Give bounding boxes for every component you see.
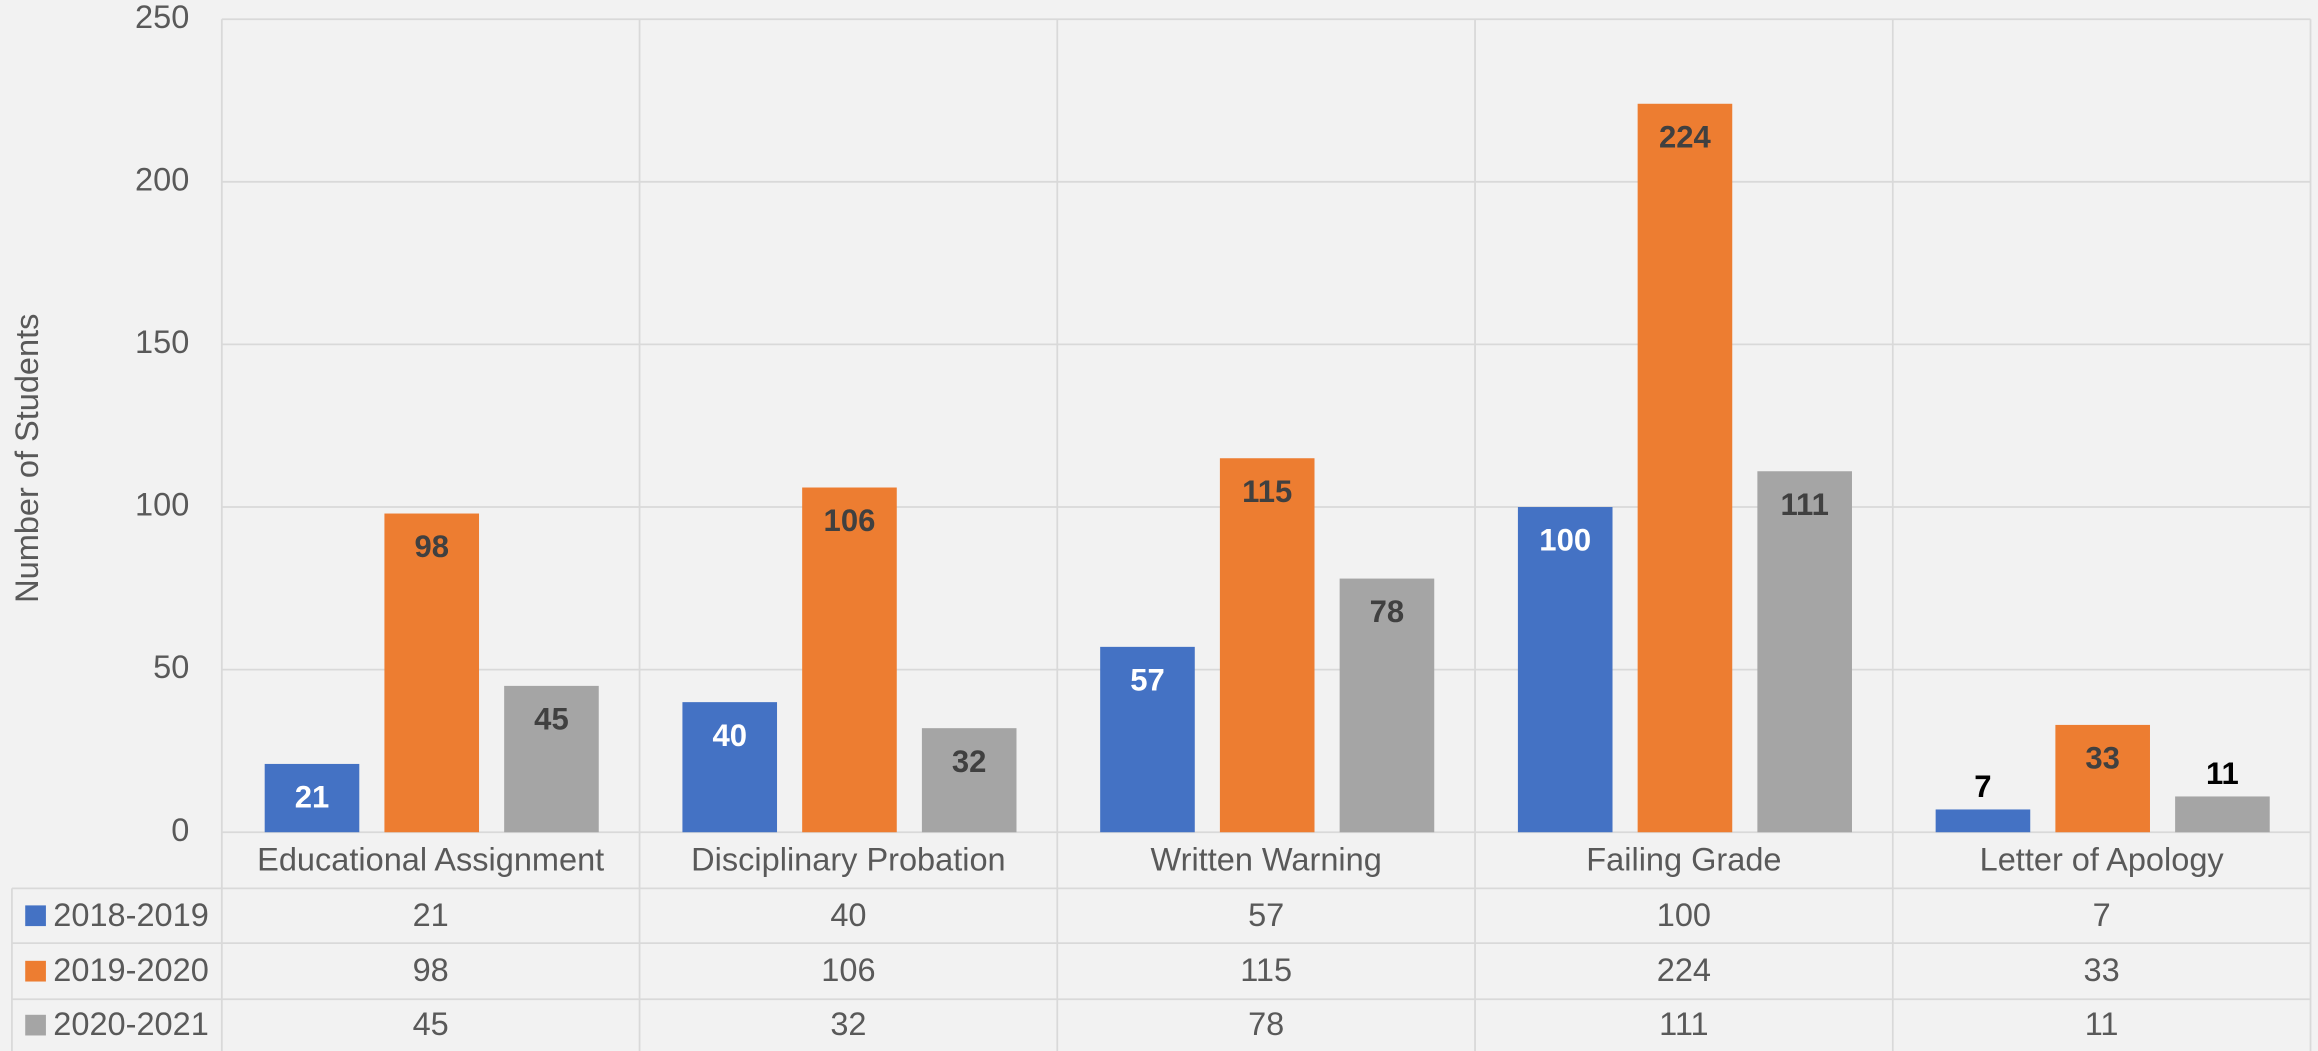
data-label: 100 (1539, 523, 1591, 558)
bar (264, 763, 360, 833)
y-tick-label: 0 (171, 812, 189, 848)
bar (1517, 507, 1613, 833)
table-cell: 224 (1657, 952, 1711, 988)
table-cell: 7 (2093, 897, 2111, 933)
x-tick-label: Letter of Apology (1980, 841, 2225, 877)
y-axis-label: Number of Students (9, 314, 45, 603)
bar (1219, 458, 1315, 833)
x-tick-label: Written Warning (1151, 841, 1382, 877)
data-label: 7 (1974, 769, 1991, 804)
table-cell: 11 (2085, 1006, 2119, 1042)
data-label: 106 (824, 503, 876, 538)
table-cell: 100 (1657, 897, 1711, 933)
data-label: 78 (1370, 594, 1405, 629)
bar (682, 702, 778, 833)
x-tick-label: Failing Grade (1586, 841, 1781, 877)
bar (1637, 103, 1733, 833)
data-label: 33 (2085, 741, 2120, 776)
bar (2175, 796, 2270, 833)
bar (504, 685, 599, 833)
data-label: 21 (295, 780, 330, 815)
data-label: 40 (712, 718, 747, 753)
data-label: 45 (534, 702, 569, 737)
data-label: 32 (952, 744, 987, 779)
bar (1935, 809, 2031, 833)
table-cell: 78 (1248, 1006, 1284, 1042)
data-label: 115 (1242, 474, 1292, 509)
y-tick-label: 50 (153, 649, 189, 685)
table-cell: 106 (821, 952, 875, 988)
bar (802, 487, 897, 833)
y-tick-label: 100 (135, 487, 189, 523)
table-cell: 21 (413, 897, 449, 933)
legend-swatch (25, 905, 46, 927)
legend-label: 2019-2020 (53, 952, 209, 988)
table-cell: 115 (1240, 952, 1292, 988)
x-tick-label: Disciplinary Probation (691, 841, 1005, 877)
y-tick-label: 150 (135, 324, 189, 360)
bar (1100, 646, 1195, 833)
legend-swatch (25, 960, 46, 982)
data-label: 111 (1780, 487, 1828, 522)
bar (1339, 578, 1435, 833)
legend-label: 2020-2021 (53, 1006, 209, 1042)
bar (384, 513, 480, 833)
table-cell: 32 (830, 1006, 866, 1042)
legend-label: 2018-2019 (53, 897, 209, 933)
bar (921, 728, 1017, 833)
x-tick-label: Educational Assignment (257, 841, 604, 877)
bar (1757, 471, 1852, 833)
table-cell: 40 (830, 897, 866, 933)
table-cell: 111 (1659, 1006, 1708, 1042)
data-label: 98 (414, 529, 449, 564)
table-cell: 45 (413, 1006, 449, 1042)
data-label: 11 (2206, 756, 2239, 791)
data-label: 224 (1659, 119, 1712, 154)
table-cell: 98 (413, 952, 449, 988)
data-label: 57 (1130, 663, 1165, 698)
bar (2055, 724, 2150, 833)
table-cell: 57 (1248, 897, 1284, 933)
legend-swatch (25, 1014, 46, 1036)
y-tick-label: 200 (135, 161, 189, 197)
table-cell: 33 (2084, 952, 2120, 988)
y-tick-label: 250 (135, 0, 189, 35)
